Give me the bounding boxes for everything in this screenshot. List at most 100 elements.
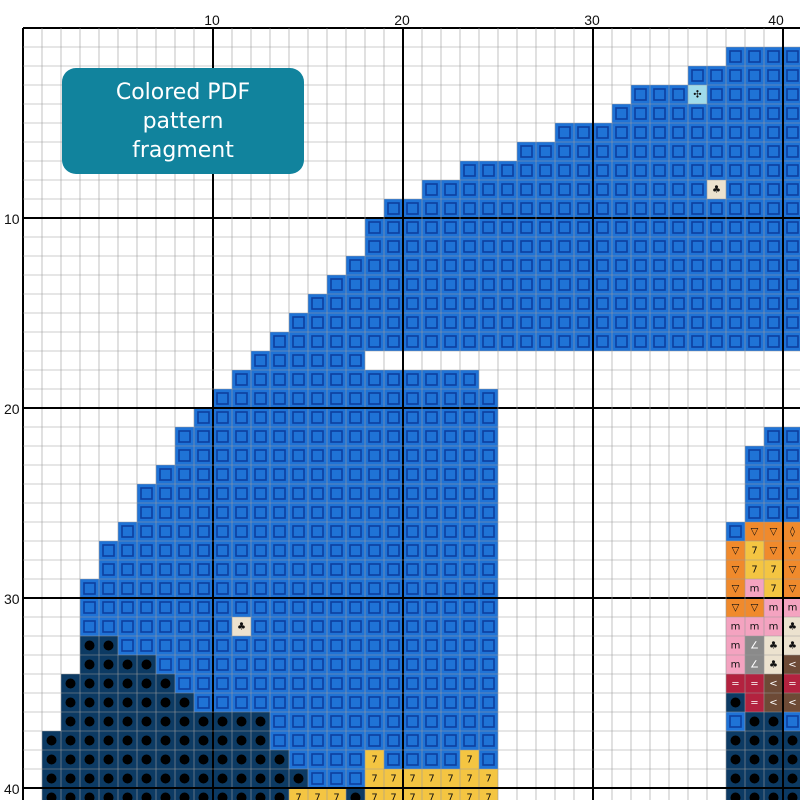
badge-line-3: fragment [132,137,234,163]
stitch-blue-mark [786,145,799,158]
stitch-brown [764,674,783,693]
stitch-blue-mark [672,107,685,120]
stitch-blue-mark [292,620,305,633]
stitch-blue [346,313,365,332]
stitch-white [688,503,707,522]
stitch-white [498,408,517,427]
stitch-blue [650,313,669,332]
stitch-blue-mark [292,563,305,576]
stitch-navy-dot [236,754,247,765]
stitch-white [555,484,574,503]
stitch-blue-mark [615,126,628,139]
stitch-blue [688,161,707,180]
stitch-white [669,408,688,427]
stitch-blue-mark [273,449,286,462]
stitch-blue-mark [482,582,495,595]
stitch-blue-mark [729,50,742,63]
stitch-blue-mark [444,221,457,234]
stitch-blue-mark [634,278,647,291]
stitch-blue-mark [311,658,324,671]
stitch-blue [270,522,289,541]
stitch-white [555,617,574,636]
stitch-blue-mark [672,202,685,215]
stitch-blue [289,351,308,370]
stitch-blue-mark [311,316,324,329]
stitch-white [593,370,612,389]
stitch-symbol: ▽ [770,527,778,538]
stitch-blue [517,180,536,199]
stitch-blue-mark [349,753,362,766]
stitch-blue [726,104,745,123]
stitch-blue [441,636,460,655]
stitch-blue-mark [292,696,305,709]
stitch-blue [669,256,688,275]
stitch-blue-mark [406,411,419,424]
stitch-white [517,408,536,427]
stitch-blue [422,522,441,541]
stitch-navy-dot [122,735,133,746]
stitch-blue-mark [216,506,229,519]
stitch-blue-mark [349,316,362,329]
stitch-blue-mark [425,183,438,196]
stitch-blue-mark [691,297,704,310]
stitch-blue-mark [463,202,476,215]
stitch-white [688,446,707,465]
stitch-blue-mark [273,468,286,481]
stitch-blue-mark [178,601,191,614]
stitch-blue-mark [691,107,704,120]
stitch-navy-dot [46,735,57,746]
stitch-blue [403,693,422,712]
stitch-blue-mark [368,563,381,576]
stitch-blue-mark [558,335,571,348]
stitch-white [536,617,555,636]
stitch-blue-mark [425,506,438,519]
stitch-blue [745,313,764,332]
stitch-symbol: ▽ [789,584,797,595]
stitch-navy-dot [65,697,76,708]
stitch-blue-mark [634,126,647,139]
stitch-blue-mark [615,183,628,196]
stitch-blue [232,446,251,465]
stitch-blue-mark [653,202,666,215]
stitch-blue [479,256,498,275]
stitch-blue-mark [482,411,495,424]
stitch-blue [365,636,384,655]
stitch-symbol: ▽ [732,565,740,576]
stitch-white [669,560,688,579]
stitch-symbol: ♣ [712,185,721,196]
stitch-blue-mark [254,430,267,443]
stitch-blue-mark [634,259,647,272]
stitch-navy-dot [141,773,152,784]
stitch-blue [764,465,783,484]
stitch-blue [384,731,403,750]
stitch-navy-dot [217,792,228,800]
stitch-blue [365,370,384,389]
stitch-symbol: 7 [770,565,776,576]
stitch-blue-mark [615,240,628,253]
stitch-navy-dot [103,792,114,800]
stitch-blue-mark [577,145,590,158]
stitch-blue [726,180,745,199]
stitch-blue [479,655,498,674]
stitch-tan [764,636,783,655]
stitch-blue-mark [178,677,191,690]
stitch-blue [232,370,251,389]
stitch-blue-mark [444,297,457,310]
stitch-navy-dot [255,792,266,800]
stitch-white [669,750,688,769]
stitch-blue-mark [520,221,533,234]
stitch-blue-mark [254,449,267,462]
stitch-blue [213,503,232,522]
stitch-blue [232,693,251,712]
stitch-blue-mark [444,240,457,253]
stitch-navy-dot [730,735,741,746]
stitch-blue [308,750,327,769]
stitch-blue-mark [520,183,533,196]
stitch-blue-mark [197,639,210,652]
stitch-white [669,636,688,655]
stitch-blue-mark [577,278,590,291]
stitch-blue [574,275,593,294]
stitch-blue [384,750,403,769]
stitch-blue [308,313,327,332]
stitch-blue [422,579,441,598]
